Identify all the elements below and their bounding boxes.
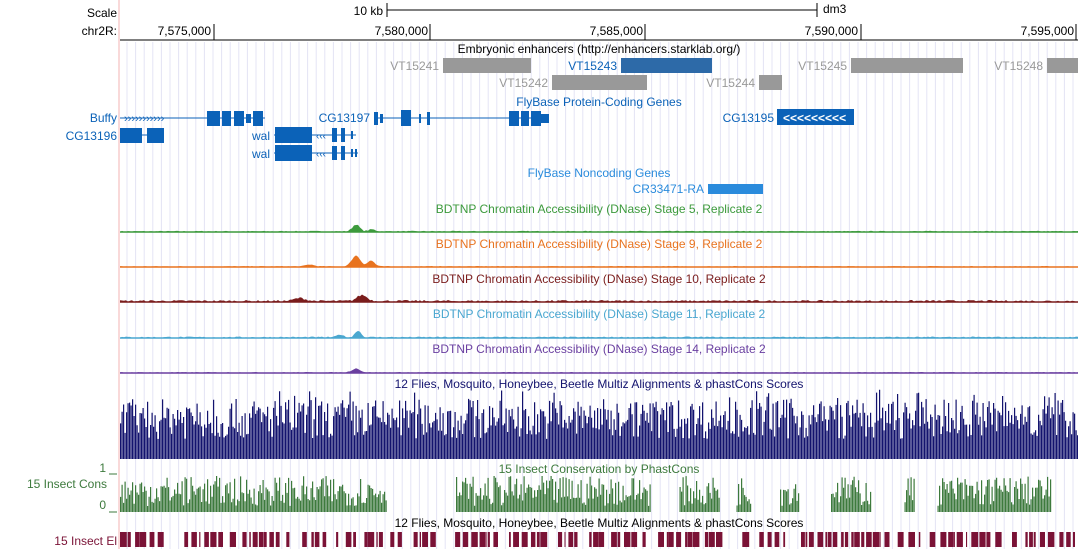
track-title: Embryonic enhancers (http://enhancers.st… bbox=[458, 42, 741, 56]
multiz-track[interactable]: 12 Flies, Mosquito, Honeybee, Beetle Mul… bbox=[120, 377, 1078, 459]
conserved-elements-track[interactable]: 12 Flies, Mosquito, Honeybee, Beetle Mul… bbox=[54, 516, 1075, 548]
scale-bar: Scale 10 kb dm3 bbox=[87, 2, 847, 20]
gene-label[interactable]: wal bbox=[251, 129, 270, 143]
dnase-stage11-track[interactable]: BDTNP Chromatin Accessibility (DNase) St… bbox=[120, 307, 1078, 339]
track-title: BDTNP Chromatin Accessibility (DNase) St… bbox=[433, 307, 766, 321]
enhancer-feature[interactable] bbox=[552, 75, 647, 90]
noncoding-genes-track[interactable]: FlyBase Noncoding Genes CR33471-RA bbox=[528, 166, 763, 196]
track-side-label[interactable]: 15 Insect El bbox=[54, 534, 117, 548]
enhancers-track[interactable]: Embryonic enhancers (http://enhancers.st… bbox=[390, 42, 1078, 90]
gene-label[interactable]: CR33471-RA bbox=[633, 182, 704, 196]
enhancer-label[interactable]: VT15244 bbox=[706, 76, 755, 90]
chrom-label: chr2R: bbox=[82, 24, 117, 38]
y-axis-min-label: 0 bbox=[99, 498, 106, 512]
gene-label[interactable]: CG13195 bbox=[723, 111, 775, 125]
coding-genes-track[interactable]: FlyBase Protein-Coding Genes Buffy ›››››… bbox=[66, 95, 854, 161]
ruler-tick-label: 7,580,000 bbox=[375, 24, 429, 38]
gene-label[interactable]: CG13196 bbox=[66, 129, 118, 143]
ruler-tick-label: 7,595,000 bbox=[1021, 24, 1075, 38]
gene-model[interactable]: ‹‹‹ bbox=[274, 145, 358, 161]
enhancer-label[interactable]: VT15241 bbox=[390, 59, 439, 73]
enhancer-feature[interactable] bbox=[1047, 58, 1078, 73]
enhancer-label[interactable]: VT15243 bbox=[568, 59, 617, 73]
dnase-stage5-track[interactable]: BDTNP Chromatin Accessibility (DNase) St… bbox=[120, 202, 1078, 233]
gene-label[interactable]: wal bbox=[251, 147, 270, 161]
track-title: BDTNP Chromatin Accessibility (DNase) St… bbox=[432, 272, 766, 286]
enhancer-feature[interactable] bbox=[759, 75, 782, 90]
gene-label[interactable]: CG13197 bbox=[319, 111, 371, 125]
dnase-stage9-track[interactable]: BDTNP Chromatin Accessibility (DNase) St… bbox=[120, 237, 1078, 268]
y-axis-max-label: 1 bbox=[99, 461, 106, 475]
track-title: 12 Flies, Mosquito, Honeybee, Beetle Mul… bbox=[395, 516, 804, 530]
enhancer-label[interactable]: VT15245 bbox=[798, 59, 847, 73]
gene-model[interactable]: <<<<<<<<< bbox=[777, 109, 854, 125]
strand-arrows: <<<<<<<<< bbox=[783, 111, 846, 125]
ruler-tick-label: 7,575,000 bbox=[158, 24, 212, 38]
conserved-element-bars bbox=[120, 532, 1075, 547]
track-title: BDTNP Chromatin Accessibility (DNase) St… bbox=[436, 237, 763, 251]
track-title: 12 Flies, Mosquito, Honeybee, Beetle Mul… bbox=[395, 377, 804, 391]
base-position-ruler: chr2R: 7,575,000 7,580,000 7,585,000 7,5… bbox=[82, 24, 1078, 41]
enhancer-feature[interactable] bbox=[621, 58, 712, 73]
gene-model[interactable] bbox=[374, 110, 549, 126]
assembly-label: dm3 bbox=[823, 2, 847, 16]
strand-arrows: ‹‹‹ bbox=[316, 131, 326, 142]
enhancer-feature[interactable] bbox=[851, 58, 963, 73]
track-title: BDTNP Chromatin Accessibility (DNase) St… bbox=[432, 342, 766, 356]
track-title: FlyBase Protein-Coding Genes bbox=[516, 95, 681, 109]
phastcons-graph bbox=[120, 476, 1052, 512]
signal-graph bbox=[120, 224, 1078, 232]
track-title: FlyBase Noncoding Genes bbox=[528, 166, 671, 180]
enhancer-label[interactable]: VT15248 bbox=[994, 59, 1043, 73]
gene-model[interactable] bbox=[120, 128, 164, 143]
signal-graph bbox=[120, 294, 1078, 302]
guide-lines bbox=[126, 42, 1074, 549]
scale-label: Scale bbox=[87, 6, 117, 20]
ruler-tick-label: 7,585,000 bbox=[590, 24, 644, 38]
strand-arrows: ››››››››››› bbox=[124, 113, 165, 125]
strand-arrows: ‹‹‹ bbox=[316, 149, 326, 160]
multiz-conservation-graph bbox=[120, 389, 1078, 459]
gene-label[interactable]: Buffy bbox=[90, 111, 117, 125]
gene-model[interactable] bbox=[708, 184, 763, 194]
track-side-label[interactable]: 15 Insect Cons bbox=[27, 477, 107, 491]
signal-graph bbox=[120, 368, 1078, 373]
enhancer-feature[interactable] bbox=[443, 58, 531, 73]
track-title: BDTNP Chromatin Accessibility (DNase) St… bbox=[436, 202, 763, 216]
gene-model[interactable]: ››››››››››› bbox=[120, 111, 265, 126]
phastcons-track[interactable]: 15 Insect Conservation by PhastCons 15 I… bbox=[27, 461, 1052, 513]
dnase-stage10-track[interactable]: BDTNP Chromatin Accessibility (DNase) St… bbox=[120, 272, 1078, 303]
signal-graph bbox=[120, 330, 1078, 338]
track-title: 15 Insect Conservation by PhastCons bbox=[499, 462, 700, 476]
scale-bar-label: 10 kb bbox=[354, 4, 384, 18]
gene-model[interactable]: ‹‹‹ bbox=[274, 127, 356, 143]
dnase-stage14-track[interactable]: BDTNP Chromatin Accessibility (DNase) St… bbox=[120, 342, 1078, 374]
ruler-tick-label: 7,590,000 bbox=[805, 24, 859, 38]
enhancer-label[interactable]: VT15242 bbox=[499, 76, 548, 90]
signal-graph bbox=[120, 255, 1078, 267]
